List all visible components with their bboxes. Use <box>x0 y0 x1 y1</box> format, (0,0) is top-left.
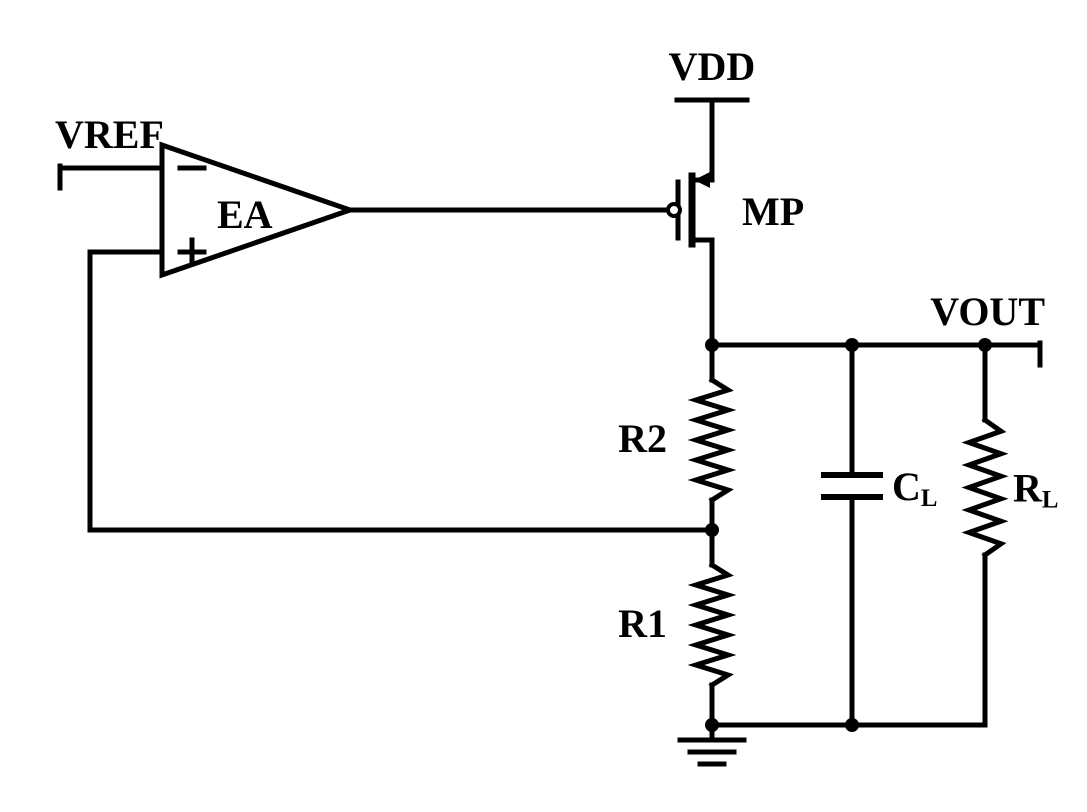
ldo-schematic: VREF EA MP VDD VOUT R2 R1 CL RL <box>0 0 1087 812</box>
label-vout: VOUT <box>930 289 1045 334</box>
resistor-rl <box>969 420 1001 555</box>
resistor-r2 <box>696 380 728 500</box>
label-mp: MP <box>742 189 804 234</box>
resistor-r1 <box>696 565 728 685</box>
label-cl: CL <box>892 464 937 512</box>
label-ea: EA <box>217 192 273 237</box>
label-r1: R1 <box>618 601 667 646</box>
label-r2: R2 <box>618 416 667 461</box>
label-vref: VREF <box>55 112 164 157</box>
label-rl: RL <box>1013 466 1058 514</box>
pmos-arrow <box>694 172 710 188</box>
label-vdd: VDD <box>669 44 756 89</box>
